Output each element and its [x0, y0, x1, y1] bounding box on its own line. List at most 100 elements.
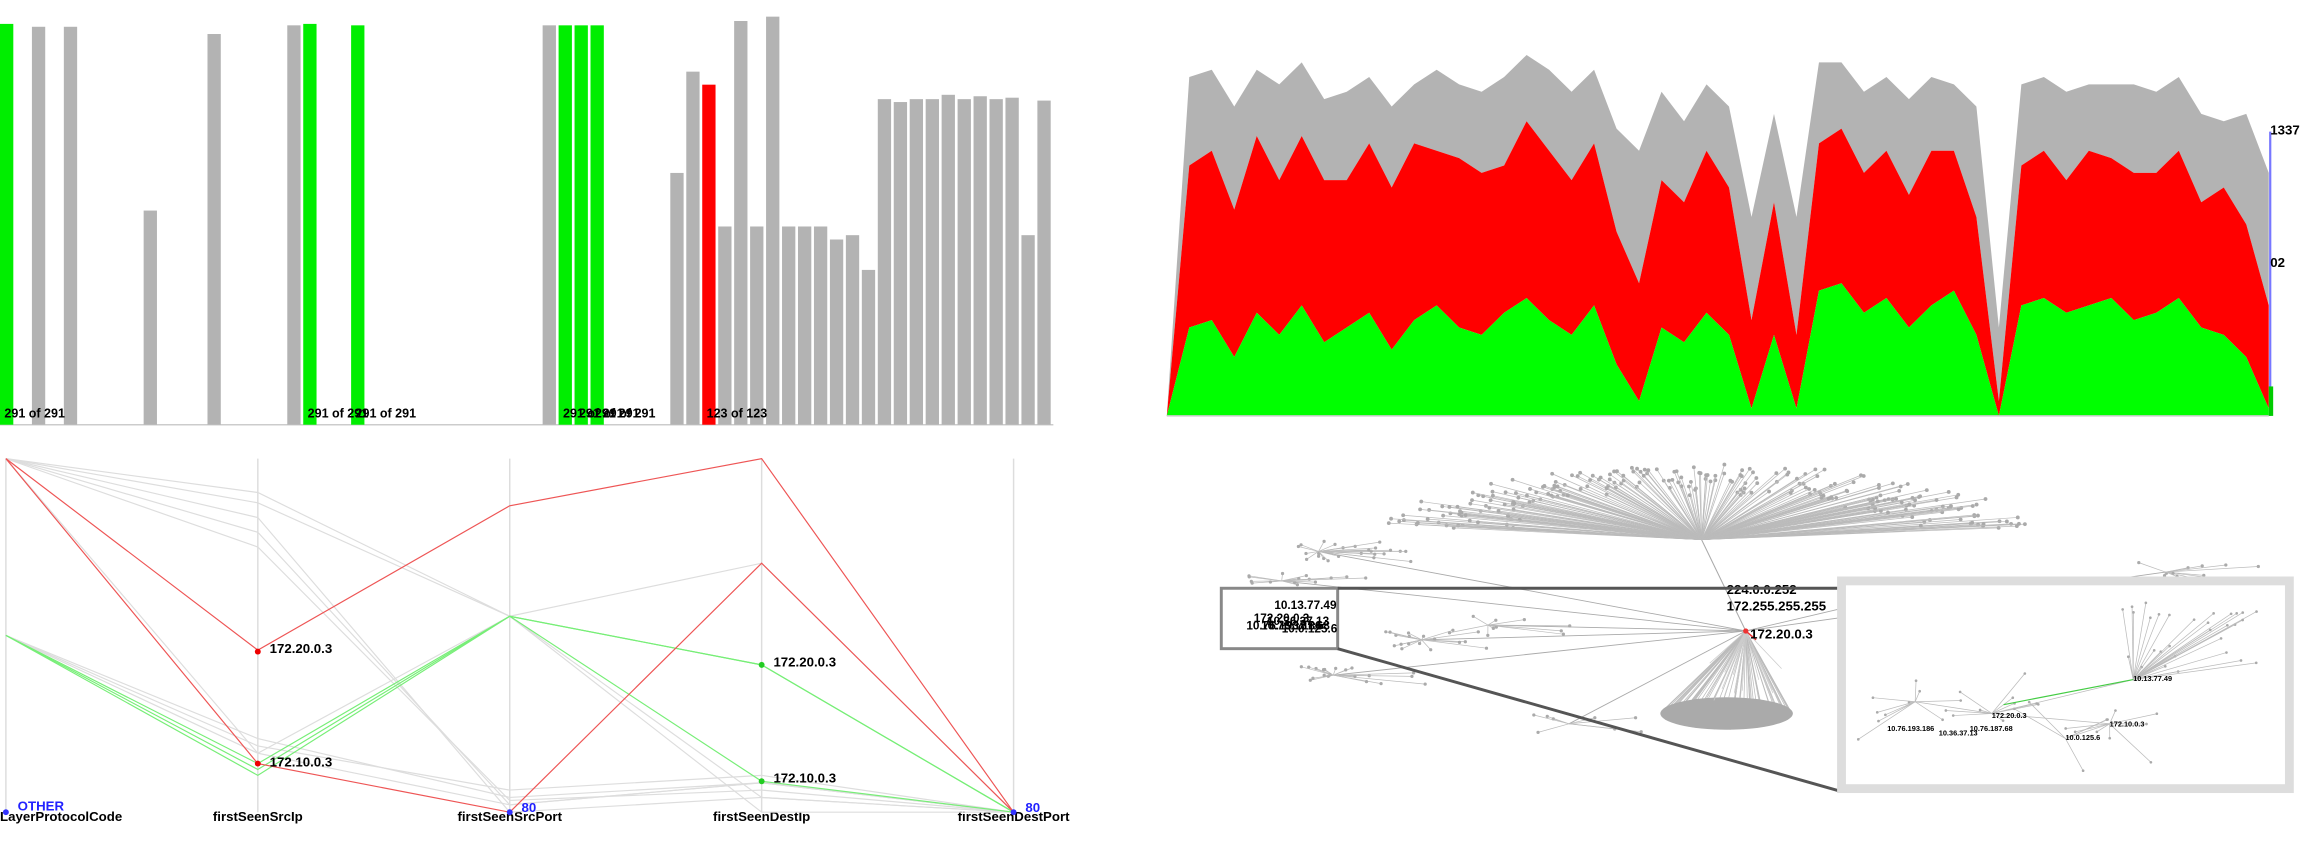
edge — [1600, 477, 1702, 540]
node — [1308, 678, 1312, 682]
node — [1924, 488, 1929, 493]
node — [2157, 612, 2161, 616]
area-band — [1166, 121, 2269, 416]
edge — [2003, 679, 2134, 706]
edge — [1512, 479, 1702, 540]
edge — [1991, 697, 2014, 714]
edge — [1408, 632, 1422, 641]
node — [1981, 522, 1986, 526]
edge — [1606, 487, 1702, 540]
node — [1382, 552, 1386, 556]
node — [1708, 479, 1713, 484]
node — [1884, 713, 1887, 717]
node — [2145, 722, 2148, 726]
node — [1565, 493, 1570, 498]
bar — [989, 99, 1003, 425]
bar — [797, 226, 812, 425]
node — [2073, 730, 2077, 734]
node — [2255, 610, 2258, 613]
point — [2, 809, 9, 816]
node — [1886, 510, 1890, 515]
point-label: 172.20.0.3 — [270, 641, 333, 656]
node — [1856, 738, 1860, 741]
node — [1593, 716, 1597, 720]
area-band — [1166, 283, 2269, 416]
edge — [2133, 660, 2242, 680]
node — [1954, 495, 1959, 500]
node — [1555, 484, 1560, 489]
edge — [2132, 602, 2147, 680]
edge — [1701, 491, 1770, 540]
edge — [1490, 483, 1702, 541]
edge — [1644, 469, 1702, 540]
profile-line — [5, 458, 1014, 813]
node — [1983, 497, 1988, 501]
bar — [957, 99, 971, 425]
node — [1491, 493, 1495, 498]
axis-label: firstSeenDestIp — [713, 809, 810, 824]
node — [1807, 487, 1812, 491]
node — [1364, 576, 1368, 580]
node — [1738, 487, 1743, 492]
edge — [1745, 630, 1774, 694]
edge — [1701, 523, 2019, 541]
edge — [1487, 624, 1564, 635]
node — [1333, 542, 1337, 547]
node — [1476, 630, 1480, 634]
node — [1249, 579, 1253, 583]
node-label: 10.13.77.49 — [1274, 599, 1337, 612]
node — [1788, 490, 1793, 495]
node — [1654, 467, 1659, 472]
edge — [2132, 617, 2151, 680]
node — [1491, 626, 1495, 631]
node-label: 10.13.77.49 — [2133, 674, 2172, 683]
node — [2017, 521, 2021, 526]
edge — [2132, 622, 2209, 680]
node — [1470, 498, 1474, 503]
edge — [1668, 480, 1702, 540]
edge — [1701, 481, 1854, 540]
edge — [1701, 539, 1747, 632]
edge — [2165, 571, 2178, 577]
edge — [1421, 639, 1460, 643]
node — [1607, 477, 1612, 482]
edge — [2122, 609, 2134, 680]
node — [1463, 513, 1468, 518]
node — [1890, 481, 1895, 486]
node — [2064, 727, 2068, 730]
node — [1429, 648, 1433, 652]
node — [1822, 467, 1827, 472]
node — [1268, 580, 1273, 584]
node — [1550, 471, 1555, 476]
node — [1470, 490, 1475, 495]
bar — [861, 269, 876, 425]
node — [1295, 583, 1300, 587]
edge — [1701, 474, 1788, 540]
node — [2036, 703, 2040, 706]
bar — [1005, 97, 1019, 425]
node — [1740, 468, 1745, 473]
node — [1877, 483, 1881, 487]
node — [1512, 501, 1517, 506]
node — [2022, 522, 2027, 527]
edge — [1701, 475, 1743, 540]
edge — [1734, 630, 1747, 692]
node-label: 172.20.0.3 — [1992, 711, 2027, 720]
edge — [1914, 701, 1943, 721]
axis-label: LayerProtocolCode — [0, 809, 122, 824]
node — [2192, 618, 2196, 621]
edge — [1552, 473, 1702, 540]
node — [1621, 473, 1626, 478]
node — [1440, 504, 1445, 509]
node — [2023, 672, 2027, 675]
node — [2152, 649, 2156, 652]
edge — [1726, 630, 1747, 665]
edge — [1745, 630, 1792, 713]
node — [1304, 551, 1308, 556]
edge — [1701, 468, 1786, 540]
edge — [2132, 650, 2155, 680]
bar-label: 123 of 123 — [707, 406, 768, 420]
edge — [2133, 652, 2227, 680]
